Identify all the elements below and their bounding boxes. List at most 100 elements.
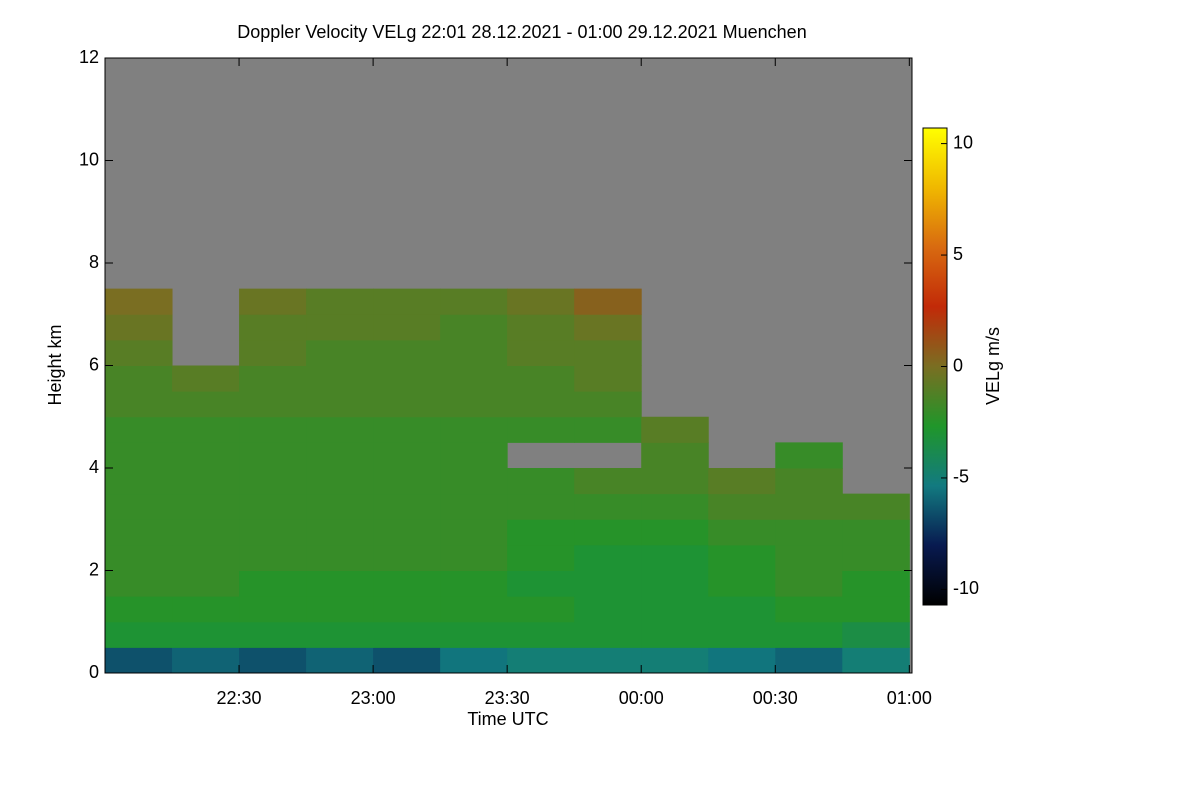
heatmap-cell xyxy=(574,570,642,597)
heatmap-cell xyxy=(373,493,441,520)
heatmap-cell xyxy=(172,468,240,495)
heatmap-cell xyxy=(641,493,709,520)
heatmap-cell xyxy=(172,365,240,392)
heatmap-cell xyxy=(239,416,307,443)
heatmap-cell xyxy=(507,365,575,392)
y-tick-label: 6 xyxy=(89,354,99,374)
heatmap-cell xyxy=(775,468,843,495)
heatmap-cell xyxy=(306,570,374,597)
heatmap-cell xyxy=(105,314,173,341)
x-axis-label: Time UTC xyxy=(467,709,548,729)
heatmap-cell xyxy=(172,596,240,623)
heatmap-cell xyxy=(842,519,910,546)
heatmap-cell xyxy=(775,647,843,674)
heatmap-cell xyxy=(239,339,307,366)
heatmap-cell xyxy=(574,468,642,495)
heatmap-cell xyxy=(574,621,642,648)
heatmap-cell xyxy=(574,391,642,418)
heatmap-cell xyxy=(708,493,776,520)
heatmap-cell xyxy=(306,365,374,392)
heatmap-cell xyxy=(574,544,642,571)
heatmap-cell xyxy=(440,391,508,418)
heatmap-cell xyxy=(440,468,508,495)
heatmap-cell xyxy=(105,544,173,571)
heatmap-cell xyxy=(507,519,575,546)
heatmap-cell xyxy=(507,468,575,495)
heatmap-cell xyxy=(306,391,374,418)
heatmap-cell xyxy=(775,621,843,648)
heatmap-cell xyxy=(775,442,843,469)
heatmap-cell xyxy=(239,468,307,495)
heatmap-cell xyxy=(306,314,374,341)
colorbar-tick-label: -10 xyxy=(953,578,979,598)
heatmap-cell xyxy=(775,493,843,520)
heatmap-cell xyxy=(239,442,307,469)
colorbar-tick-label: 5 xyxy=(953,244,963,264)
heatmap-cell xyxy=(373,365,441,392)
heatmap-cell xyxy=(507,570,575,597)
heatmap-cell xyxy=(239,314,307,341)
heatmap-cell xyxy=(105,442,173,469)
heatmap-cell xyxy=(239,365,307,392)
heatmap-cell xyxy=(373,391,441,418)
heatmap-cell xyxy=(842,647,910,674)
heatmap-cell xyxy=(440,339,508,366)
heatmap-cell xyxy=(574,365,642,392)
heatmap-cell xyxy=(239,621,307,648)
heatmap-cell xyxy=(440,442,508,469)
heatmap-cell xyxy=(842,596,910,623)
heatmap-cell xyxy=(775,544,843,571)
heatmap-cell xyxy=(440,416,508,443)
heatmap-cell xyxy=(574,339,642,366)
y-tick-label: 0 xyxy=(89,662,99,682)
heatmap-cell xyxy=(239,570,307,597)
heatmap-cell xyxy=(507,544,575,571)
heatmap-cell xyxy=(105,493,173,520)
heatmap-cell xyxy=(708,519,776,546)
heatmap-cell xyxy=(105,468,173,495)
heatmap-cell xyxy=(105,570,173,597)
heatmap-cell xyxy=(373,570,441,597)
heatmap-cell xyxy=(373,339,441,366)
heatmap-cell xyxy=(239,596,307,623)
heatmap-cell xyxy=(373,416,441,443)
heatmap-cell xyxy=(239,519,307,546)
heatmap-cell xyxy=(708,468,776,495)
heatmap-cell xyxy=(172,621,240,648)
heatmap-cell xyxy=(172,416,240,443)
heatmap-cell xyxy=(172,391,240,418)
heatmap-cell xyxy=(172,519,240,546)
heatmap-cell xyxy=(306,339,374,366)
heatmap-cell xyxy=(507,596,575,623)
heatmap-cell xyxy=(507,416,575,443)
heatmap-cell xyxy=(574,519,642,546)
heatmap-cell xyxy=(641,570,709,597)
heatmap-cell xyxy=(172,570,240,597)
heatmap-cell xyxy=(306,442,374,469)
heatmap-cell xyxy=(172,493,240,520)
heatmap-cell xyxy=(440,314,508,341)
heatmap-cell xyxy=(440,493,508,520)
heatmap-cell xyxy=(574,416,642,443)
y-tick-label: 4 xyxy=(89,457,99,477)
y-axis-label: Height km xyxy=(45,324,65,405)
x-tick-label: 00:00 xyxy=(619,688,664,708)
x-tick-label: 01:00 xyxy=(887,688,932,708)
colorbar-tick-label: -5 xyxy=(953,467,969,487)
heatmap-cell xyxy=(440,596,508,623)
heatmap-cell xyxy=(641,596,709,623)
heatmap-cell xyxy=(775,570,843,597)
heatmap-cell xyxy=(641,621,709,648)
x-tick-label: 23:00 xyxy=(351,688,396,708)
heatmap-cell xyxy=(306,519,374,546)
heatmap-cell xyxy=(105,416,173,443)
heatmap-cell xyxy=(440,544,508,571)
chart-title: Doppler Velocity VELg 22:01 28.12.2021 -… xyxy=(237,22,806,42)
heatmap-cell xyxy=(239,544,307,571)
heatmap-cell xyxy=(373,647,441,674)
heatmap-cell xyxy=(172,647,240,674)
heatmap-cell xyxy=(708,647,776,674)
heatmap-cell xyxy=(708,621,776,648)
heatmap-cell xyxy=(373,288,441,315)
